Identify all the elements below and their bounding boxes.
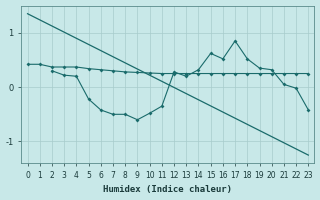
X-axis label: Humidex (Indice chaleur): Humidex (Indice chaleur) <box>103 185 232 194</box>
